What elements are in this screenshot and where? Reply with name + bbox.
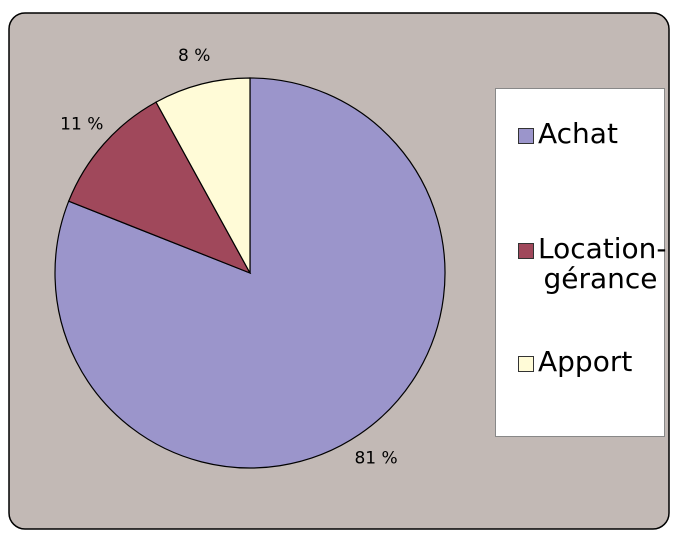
pie-slice	[155, 77, 251, 274]
legend-item: Apport	[518, 347, 663, 377]
pie-slice	[67, 101, 252, 275]
legend-label: Location-gérance	[538, 232, 667, 295]
legend: Achat Location-gérance Apport	[495, 88, 667, 437]
legend-swatch	[518, 356, 534, 372]
data-label: 11 %	[60, 115, 103, 135]
legend-label: Apport	[538, 345, 633, 378]
legend-item: Achat	[518, 119, 663, 149]
legend-swatch	[518, 128, 534, 144]
legend-swatch	[518, 243, 534, 259]
legend-item: Location-gérance	[518, 232, 667, 295]
data-label: 8 %	[178, 46, 210, 66]
data-label: 81 %	[354, 448, 397, 468]
legend-label: Achat	[538, 117, 618, 150]
